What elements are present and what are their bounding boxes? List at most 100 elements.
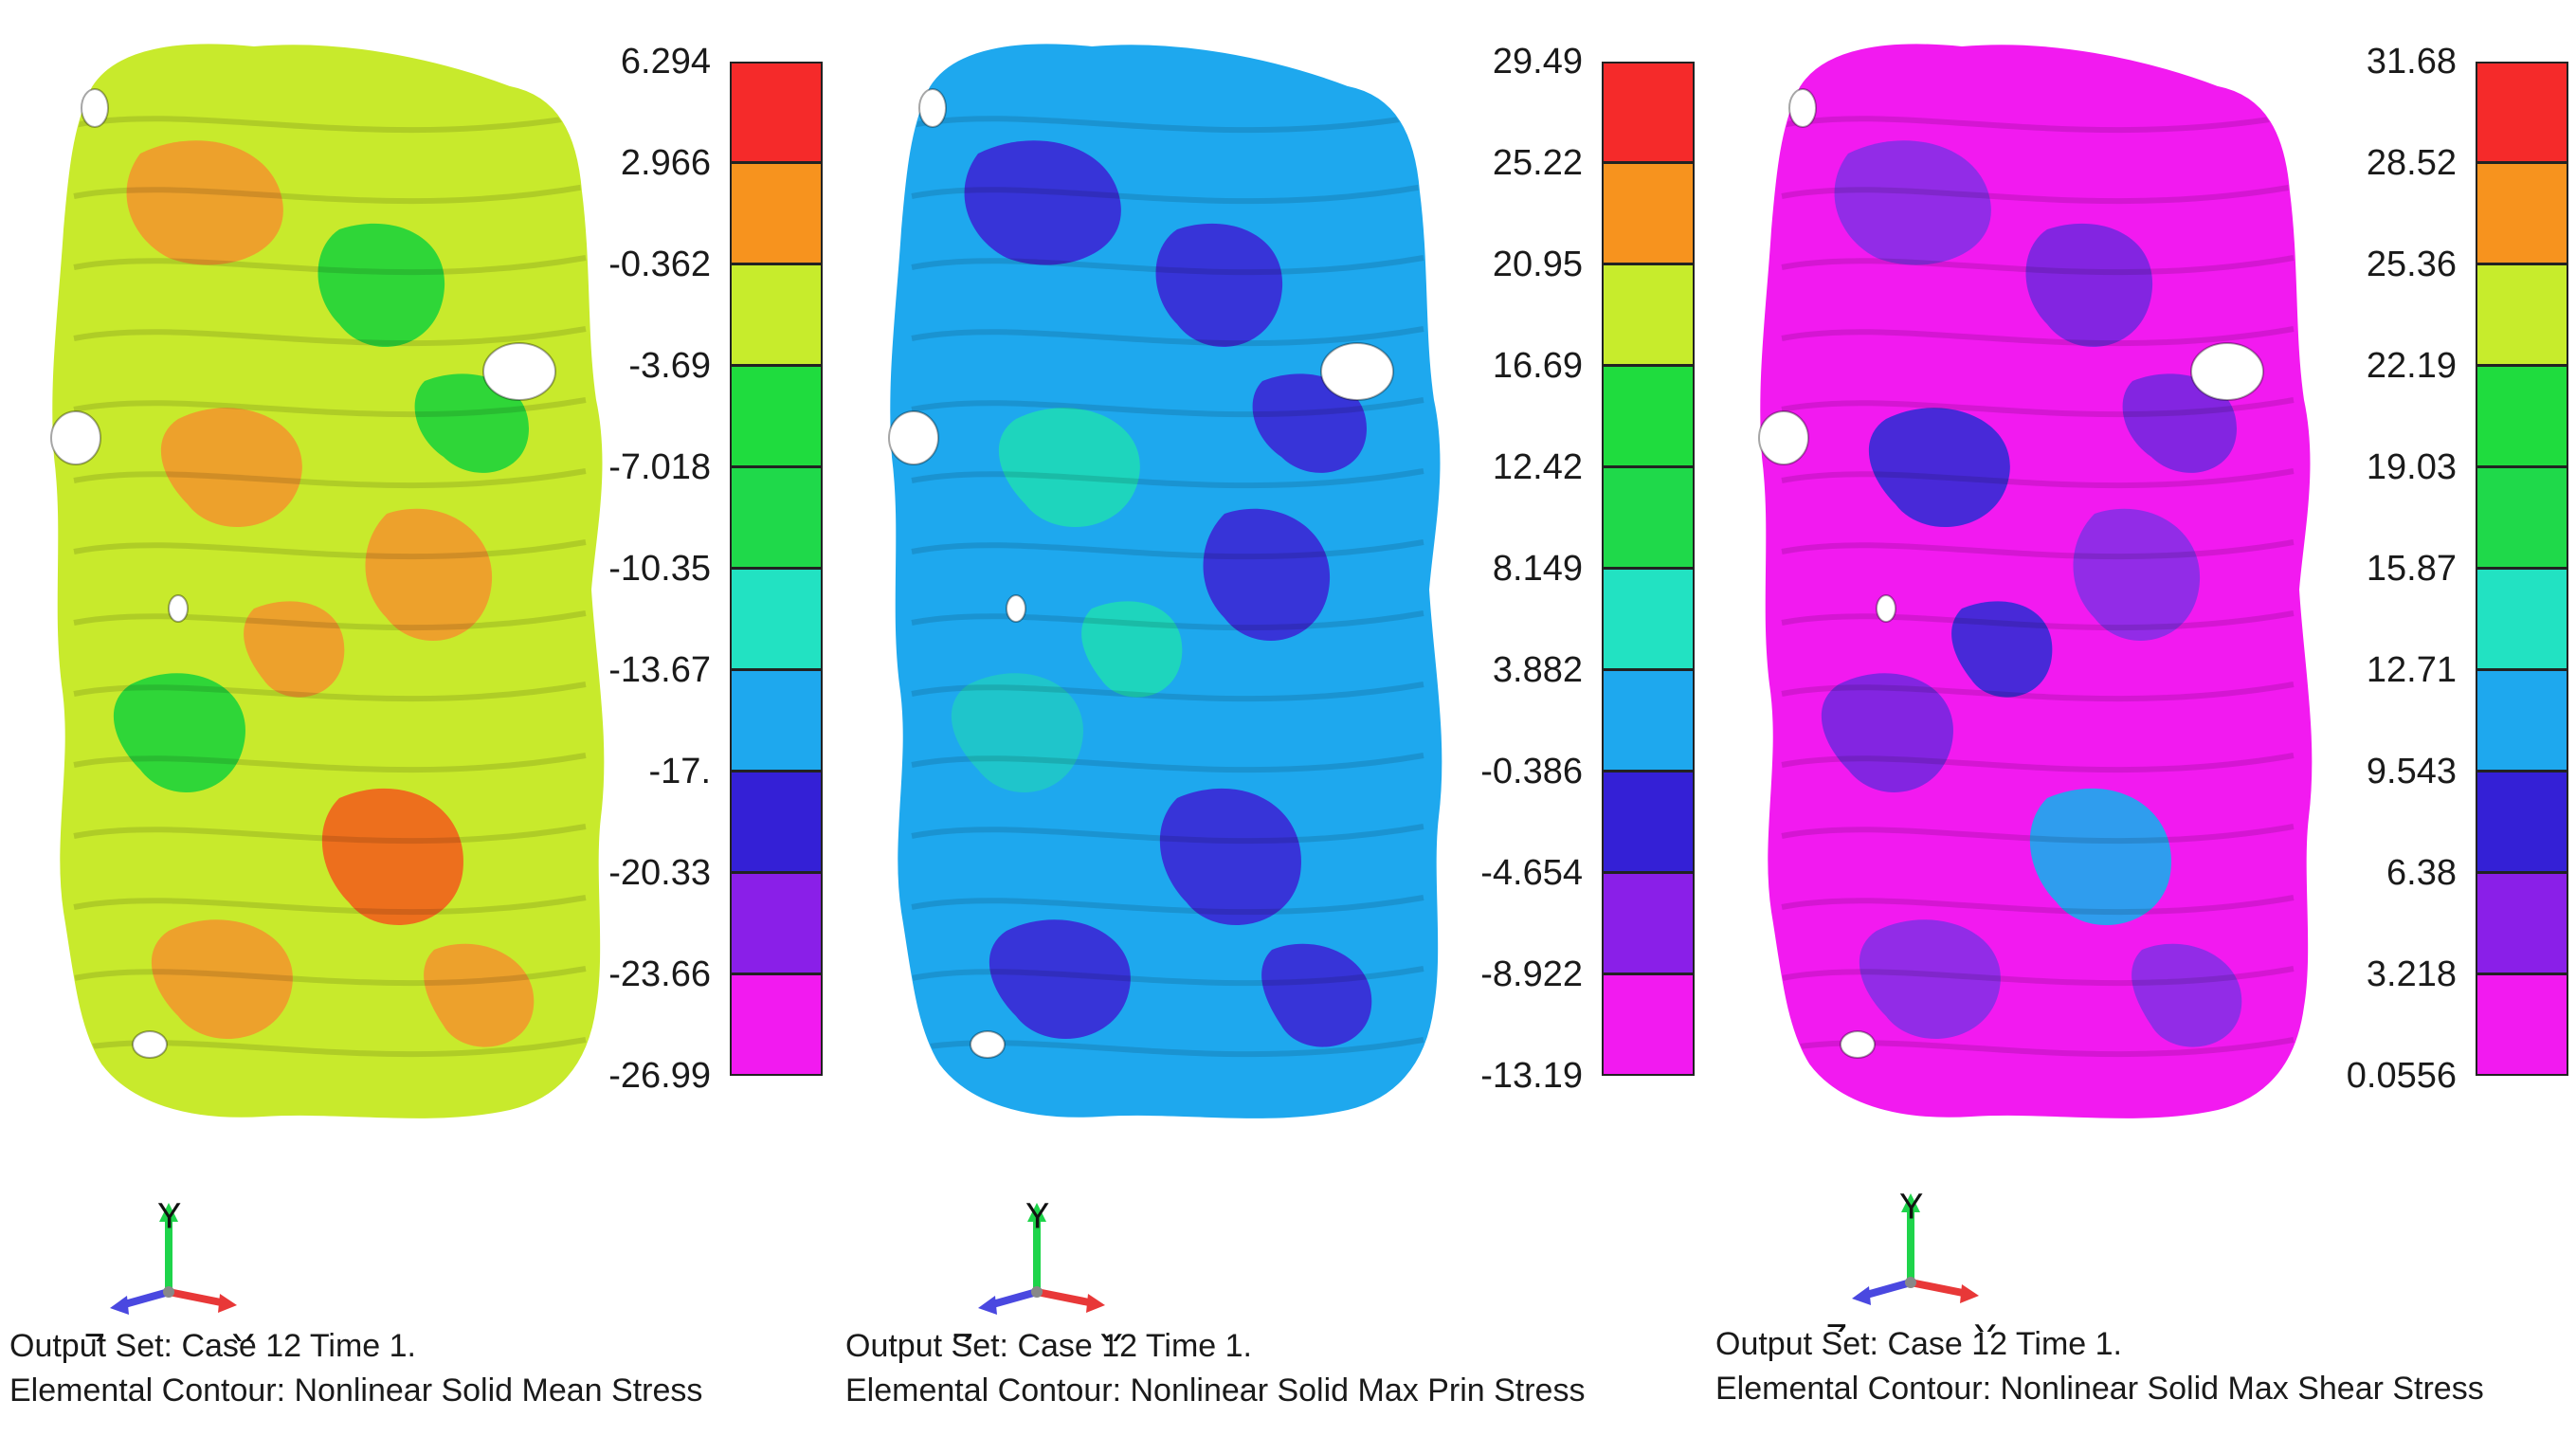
pore-hole [1876,594,1896,623]
pore-hole [1788,88,1817,128]
contour-patch [2122,373,2237,473]
colorbar-segment [1602,264,1695,366]
surface-shading [1781,326,2295,347]
colorbar-segment [730,467,823,569]
colorbar-tick-label: 2.966 [620,143,711,183]
contour-patch [424,943,535,1047]
colorbar-tick-label: -0.386 [1480,752,1583,791]
colorbar-segment [730,163,823,264]
colorbar-tick-label: 28.52 [2366,143,2457,183]
colorbar-tick-label: 16.69 [1492,346,1583,386]
colorbar-tick-label: 22.19 [2366,346,2457,386]
surface-shading [1781,255,2295,276]
x-axis-arrow [1910,1279,1968,1298]
x-axis-arrow [1036,1288,1095,1307]
colorbar-tick-label: 12.42 [1492,447,1583,487]
contour-patch [160,408,302,527]
colorbar-tick-label: 29.49 [1492,42,1583,82]
colorbar-segment [2476,366,2568,467]
colorbar-segment [730,569,823,670]
colorbar-tick-label: -4.654 [1480,853,1583,893]
contour-patch [998,408,1140,527]
pore-hole [970,1030,1006,1059]
colorbar-segment [730,670,823,772]
surface-shading [1781,682,2295,702]
surface-shading [911,895,1424,916]
colorbar-segment [1602,62,1695,163]
contour-patch [1159,788,1301,925]
colorbar-segment [2476,670,2568,772]
pore-hole [50,410,101,465]
colorbar-tick-label: 12.71 [2366,650,2457,690]
contour-type-caption: Elemental Contour: Nonlinear Solid Max S… [1715,1371,2484,1407]
colorbar-tick-label: 6.38 [2386,853,2457,893]
surface-shading [1781,468,2295,489]
surface-shading [73,895,587,916]
pore-hole [2190,342,2264,401]
surface-shading [73,824,587,845]
surface-shading [911,610,1424,631]
colorbar-segment [1602,772,1695,873]
colorbar-tick-label: 6.294 [620,42,711,82]
colorbar-segment [730,62,823,163]
surface-shading [911,824,1424,845]
model-body [52,44,605,1118]
model-body [1760,44,2313,1118]
contour-patch [2132,943,2242,1047]
x-axis-label: X [1973,1318,1997,1332]
contour-patch [1261,943,1372,1047]
contour-patch [365,508,493,641]
contour-patch [964,140,1121,265]
colorbar-tick-label: -17. [648,752,711,791]
surface-shading [73,610,587,631]
contour-patch [1834,140,1991,265]
contour-patch [1821,673,1953,792]
colorbar-segment [1602,467,1695,569]
contour-patch [244,601,345,698]
colorbar-segment [2476,62,2568,163]
colorbar-tick-label: -10.35 [608,549,711,589]
surface-shading [73,966,587,987]
colorbar-segment [1602,974,1695,1076]
contour-type-caption: Elemental Contour: Nonlinear Solid Mean … [9,1372,703,1409]
colorbar-segment [2476,873,2568,974]
colorbar-segment [1602,873,1695,974]
x-axis-label: X [1099,1327,1123,1341]
colorbar-tick-label: -20.33 [608,853,711,893]
colorbar-tick-label: 8.149 [1492,549,1583,589]
colorbar-tick-label: -3.69 [628,346,711,386]
surface-shading [1781,895,2295,916]
pore-hole [168,594,189,623]
colorbar-segment [2476,163,2568,264]
colorbar-tick-label: 9.543 [2366,752,2457,791]
contour-patch [414,373,529,473]
colorbar-segment [2476,569,2568,670]
colorbar-tick-label: -26.99 [608,1056,711,1096]
colorbar-tick-label: -23.66 [608,954,711,994]
surface-shading [911,1037,1424,1058]
surface-shading [73,113,587,134]
surface-shading [73,1037,587,1058]
colorbar-segment [2476,974,2568,1076]
mesh-model-max-prin-stress [888,44,1442,1118]
surface-shading [73,184,587,205]
y-axis-label: Y [157,1196,181,1236]
x-axis-label: X [231,1327,255,1341]
colorbar-tick-label: -13.67 [608,650,711,690]
contour-patch [1859,919,2001,1039]
contour-patch [1081,601,1183,698]
z-axis-arrow [1861,1279,1913,1300]
surface-shading [73,397,587,418]
mesh-model-mean-stress [50,44,605,1118]
colorbar-segment [1602,163,1695,264]
colorbar-segment [730,772,823,873]
colorbar-segment [1602,366,1695,467]
colorbar-tick-label: 15.87 [2366,549,2457,589]
pore-hole [132,1030,168,1059]
contour-patch [989,919,1131,1039]
colorbar-tick-label: -13.19 [1480,1056,1583,1096]
contour-patch [1155,223,1283,347]
contour-patch [1868,408,2010,527]
surface-shading [911,966,1424,987]
contour-patch [126,140,283,265]
